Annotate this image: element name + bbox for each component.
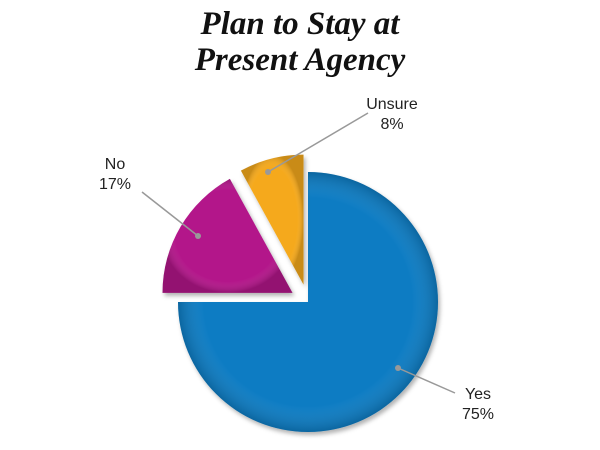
leader-line bbox=[267, 112, 369, 173]
leader-line bbox=[141, 191, 199, 237]
slice-label: No bbox=[105, 156, 126, 173]
slice-label: Unsure bbox=[366, 96, 418, 113]
value-label: 8% bbox=[380, 116, 403, 133]
leader-dot bbox=[265, 169, 271, 175]
slice-label: Yes bbox=[465, 386, 491, 403]
value-label: 17% bbox=[99, 176, 131, 193]
value-label: 75% bbox=[462, 406, 494, 423]
chart-title: Plan to Stay at Present Agency bbox=[194, 6, 406, 78]
leader-line bbox=[397, 367, 456, 394]
leader-dot bbox=[395, 365, 401, 371]
leader-dot bbox=[195, 233, 201, 239]
